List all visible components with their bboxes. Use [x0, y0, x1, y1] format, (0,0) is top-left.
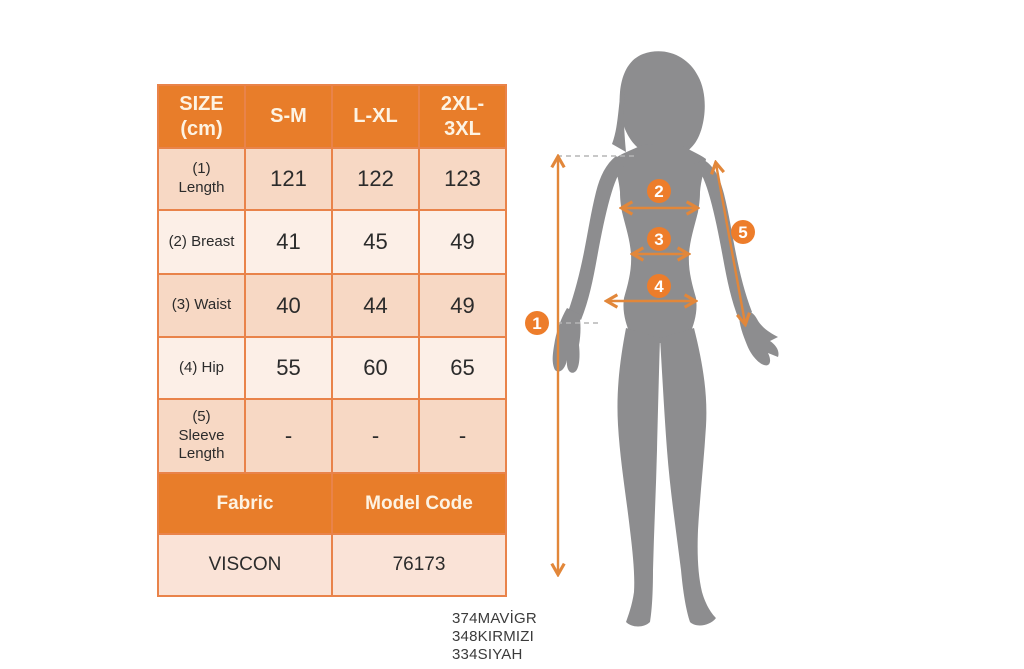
size-table: SIZE (cm) S-M L-XL 2XL- 3XL (1) Length 1… [157, 84, 507, 597]
value-waist-lxl: 44 [333, 275, 418, 336]
color-code-list: 374MAVİGR 348KIRMIZI 334SIYAH [452, 610, 537, 664]
body-figure-svg: 1 2 3 4 5 [525, 51, 779, 627]
marker-4-badge: 4 [647, 274, 671, 298]
sleeve-arrow [716, 164, 745, 323]
fabric-value: VISCON [159, 535, 331, 595]
svg-text:1: 1 [532, 314, 541, 333]
marker-5-badge: 5 [731, 220, 755, 244]
model-code-value: 76173 [333, 535, 505, 595]
value-breast-2xl3xl: 49 [420, 211, 505, 273]
color-code-line: 348KIRMIZI [452, 628, 535, 645]
svg-text:2: 2 [654, 182, 663, 201]
size-table-header-2xl3xl: 2XL- 3XL [420, 86, 505, 147]
svg-text:4: 4 [654, 277, 664, 296]
svg-text:5: 5 [738, 223, 747, 242]
row-label-sleeve-length: (5) Sleeve Length [159, 400, 244, 472]
marker-1-badge: 1 [525, 311, 549, 335]
svg-text:3: 3 [654, 230, 663, 249]
value-waist-2xl3xl: 49 [420, 275, 505, 336]
size-table-header-lxl: L-XL [333, 86, 418, 147]
model-code-header: Model Code [333, 474, 505, 533]
value-length-lxl: 122 [333, 149, 418, 209]
row-label-length: (1) Length [159, 149, 244, 209]
value-waist-sm: 40 [246, 275, 331, 336]
value-hip-lxl: 60 [333, 338, 418, 398]
body-measurement-figure: 1 2 3 4 5 [520, 40, 810, 630]
value-length-2xl3xl: 123 [420, 149, 505, 209]
color-code-line: 374MAVİGR [452, 610, 537, 627]
value-sleeve-lxl: - [333, 400, 418, 472]
row-label-breast: (2) Breast [159, 211, 244, 273]
color-code-line: 334SIYAH [452, 646, 523, 663]
fabric-header: Fabric [159, 474, 331, 533]
value-hip-sm: 55 [246, 338, 331, 398]
row-label-waist: (3) Waist [159, 275, 244, 336]
value-sleeve-2xl3xl: - [420, 400, 505, 472]
value-hip-2xl3xl: 65 [420, 338, 505, 398]
size-table-header-size: SIZE (cm) [159, 86, 244, 147]
value-sleeve-sm: - [246, 400, 331, 472]
value-length-sm: 121 [246, 149, 331, 209]
marker-2-badge: 2 [647, 179, 671, 203]
value-breast-sm: 41 [246, 211, 331, 273]
size-table-header-sm: S-M [246, 86, 331, 147]
female-silhouette [552, 51, 779, 627]
row-label-hip: (4) Hip [159, 338, 244, 398]
value-breast-lxl: 45 [333, 211, 418, 273]
marker-3-badge: 3 [647, 227, 671, 251]
